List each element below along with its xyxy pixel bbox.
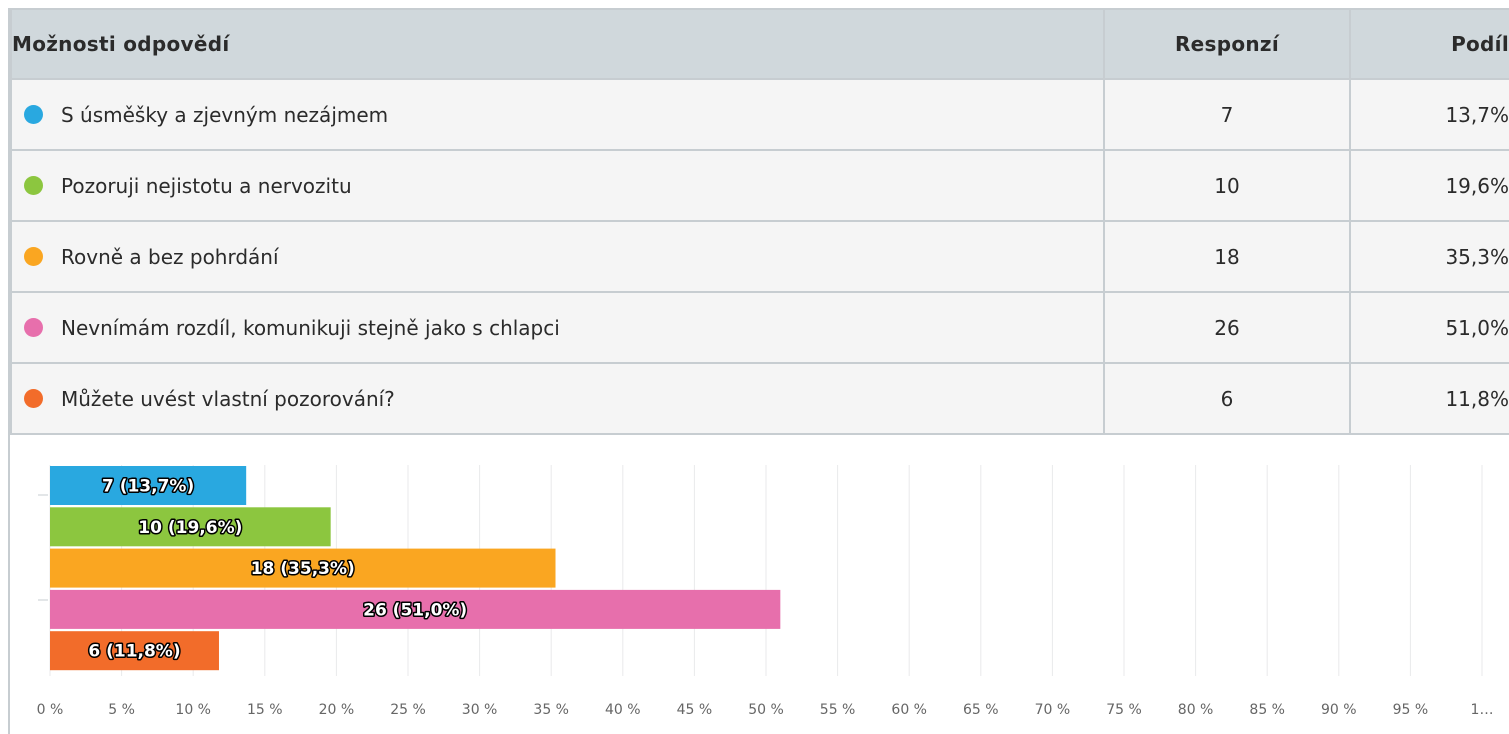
responses-cell: 18: [1103, 220, 1351, 293]
table-row: Rovně a bez pohrdání 18 35,3%: [10, 220, 1509, 293]
table-row: S úsměšky a zjevným nezájmem 7 13,7%: [10, 78, 1509, 151]
share-cell: 19,6%: [1349, 149, 1509, 222]
responses-cell: 10: [1103, 149, 1351, 222]
responses-cell: 6: [1103, 362, 1351, 435]
x-tick-label: 55 %: [820, 702, 856, 718]
x-tick-label: 15 %: [247, 702, 283, 718]
header-responses: Responzí: [1103, 8, 1351, 80]
series-color-dot-icon: [24, 389, 43, 408]
header-options: Možnosti odpovědí: [10, 8, 1105, 80]
option-cell: Pozoruji nejistotu a nervozitu: [10, 149, 1105, 222]
bar-chart-svg: 7 (13,7%) 10 (19,6%) 18 (35,3%) 26 (51,0%) 6…: [37, 465, 1494, 718]
option-label: Nevnímám rozdíl, komunikuji stejně jako …: [61, 315, 560, 340]
share-cell: 51,0%: [1349, 291, 1509, 364]
bar: [50, 548, 556, 588]
bar-chart: 7 (13,7%) 10 (19,6%) 18 (35,3%) 26 (51,0%) 6…: [10, 440, 1509, 734]
option-label: Rovně a bez pohrdání: [61, 244, 279, 269]
bar: [50, 589, 781, 629]
x-tick-label: 75 %: [1106, 702, 1142, 718]
option-label: Můžete uvést vlastní pozorování?: [61, 386, 395, 411]
x-tick-label: 25 %: [390, 702, 426, 718]
header-share: Podíl: [1349, 8, 1509, 80]
option-cell: Můžete uvést vlastní pozorování?: [10, 362, 1105, 435]
x-tick-label: 90 %: [1321, 702, 1357, 718]
option-cell: S úsměšky a zjevným nezájmem: [10, 78, 1105, 151]
x-tick-label: 85 %: [1249, 702, 1285, 718]
x-tick-label: 30 %: [462, 702, 498, 718]
results-table: Možnosti odpovědí Responzí Podíl S úsměš…: [10, 8, 1509, 435]
option-cell: Rovně a bez pohrdání: [10, 220, 1105, 293]
data-label: 10 (19,6%): [138, 518, 242, 538]
x-tick-label: 0 %: [37, 702, 64, 718]
series-color-dot-icon: [24, 105, 43, 124]
x-tick-label: 65 %: [963, 702, 999, 718]
x-tick-label: 60 %: [891, 702, 927, 718]
table-row: Pozoruji nejistotu a nervozitu 10 19,6%: [10, 149, 1509, 222]
bar: [50, 631, 219, 671]
x-tick-label: 95 %: [1393, 702, 1429, 718]
x-tick-label: 5 %: [108, 702, 135, 718]
share-cell: 35,3%: [1349, 220, 1509, 293]
bar: [50, 507, 331, 547]
x-tick-label: 35 %: [533, 702, 569, 718]
x-tick-label: 10 %: [175, 702, 211, 718]
table-row: Můžete uvést vlastní pozorování? 6 11,8%: [10, 362, 1509, 435]
data-label: 26 (51,0%): [363, 600, 467, 620]
results-panel: Možnosti odpovědí Responzí Podíl S úsměš…: [8, 8, 1509, 734]
share-cell: 13,7%: [1349, 78, 1509, 151]
series-color-dot-icon: [24, 247, 43, 266]
data-label: 7 (13,7%): [102, 477, 194, 497]
responses-cell: 26: [1103, 291, 1351, 364]
x-tick-label: 50 %: [748, 702, 784, 718]
x-tick-label: 70 %: [1035, 702, 1071, 718]
option-cell: Nevnímám rozdíl, komunikuji stejně jako …: [10, 291, 1105, 364]
option-label: Pozoruji nejistotu a nervozitu: [61, 173, 352, 198]
data-label: 6 (11,8%): [88, 642, 180, 662]
table-header-row: Možnosti odpovědí Responzí Podíl: [10, 8, 1509, 80]
option-label: S úsměšky a zjevným nezájmem: [61, 102, 389, 127]
responses-cell: 7: [1103, 78, 1351, 151]
x-tick-label: 80 %: [1178, 702, 1214, 718]
share-cell: 11,8%: [1349, 362, 1509, 435]
x-tick-label: 45 %: [677, 702, 713, 718]
x-tick-label: 40 %: [605, 702, 641, 718]
table-row: Nevnímám rozdíl, komunikuji stejně jako …: [10, 291, 1509, 364]
series-color-dot-icon: [24, 318, 43, 337]
data-label: 18 (35,3%): [251, 559, 355, 579]
x-tick-label: 1…: [1471, 702, 1494, 718]
bar: [50, 466, 247, 505]
x-tick-label: 20 %: [319, 702, 355, 718]
series-color-dot-icon: [24, 176, 43, 195]
